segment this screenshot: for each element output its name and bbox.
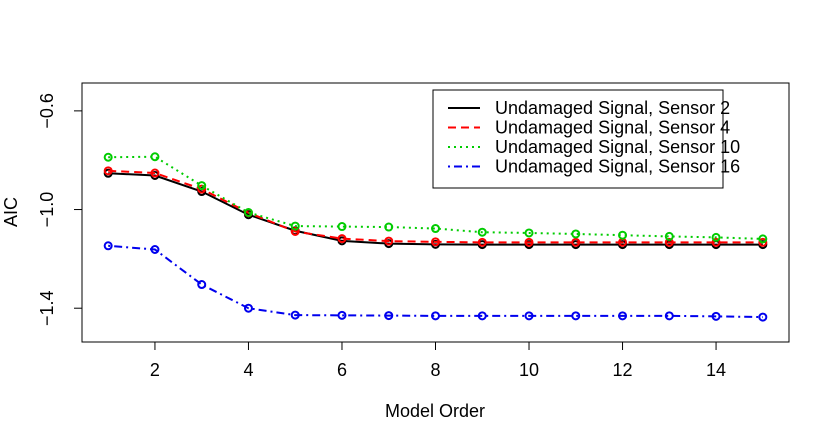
x-tick-label: 10 [519, 360, 539, 380]
data-point [477, 237, 487, 247]
data-point [150, 168, 160, 178]
data-point [290, 226, 300, 236]
data-point [150, 245, 160, 254]
data-point [571, 237, 581, 247]
data-point [711, 232, 721, 242]
x-axis-title: Model Order [385, 401, 485, 421]
y-axis-title: AIC [1, 197, 21, 227]
data-point [711, 311, 721, 321]
data-point [384, 222, 394, 232]
data-point [290, 310, 300, 320]
data-point [758, 312, 768, 322]
series-line [108, 244, 763, 319]
data-point [337, 234, 347, 244]
x-tick-label: 8 [430, 360, 440, 380]
data-point [524, 311, 534, 321]
data-point [431, 237, 440, 247]
data-point [103, 166, 113, 176]
series-4 [103, 241, 768, 322]
x-tick-label: 6 [337, 360, 347, 380]
data-point [337, 222, 347, 232]
data-point [103, 241, 113, 251]
x-tick-label: 12 [613, 360, 633, 380]
data-point [243, 303, 253, 313]
data-point [431, 311, 440, 321]
data-point [664, 231, 674, 241]
data-point [290, 221, 300, 231]
data-point [618, 311, 628, 321]
series-layer [103, 152, 768, 322]
x-tick-label: 2 [150, 360, 160, 380]
legend-label: Undamaged Signal, Sensor 10 [495, 137, 740, 157]
x-axis: 2 4 6 8 10 12 14 [150, 341, 726, 380]
data-point [384, 236, 394, 246]
data-point [103, 152, 113, 162]
data-point [758, 234, 768, 244]
data-point [197, 184, 207, 194]
legend-label: Undamaged Signal, Sensor 16 [495, 157, 740, 177]
y-tick-label: −0.6 [37, 93, 57, 129]
y-tick-label: −1.4 [37, 290, 57, 326]
data-point [524, 237, 534, 247]
data-point [711, 237, 721, 247]
x-tick-label: 14 [706, 360, 726, 380]
data-point [243, 208, 253, 217]
data-point [384, 311, 394, 321]
series-line [108, 169, 763, 244]
series-line [108, 172, 763, 246]
data-point [197, 280, 207, 290]
data-point [477, 227, 487, 237]
data-point [477, 311, 487, 321]
data-point [524, 228, 534, 238]
data-point [197, 181, 207, 191]
data-point [758, 237, 768, 247]
data-point [664, 237, 674, 247]
legend-box [432, 89, 724, 189]
data-point [664, 311, 674, 321]
x-tick-label: 4 [243, 360, 253, 380]
data-point [431, 224, 440, 234]
data-point [571, 229, 581, 239]
data-point [618, 230, 628, 240]
legend-label: Undamaged Signal, Sensor 2 [495, 98, 730, 118]
data-point [150, 152, 160, 162]
y-axis: −1.4 −1.0 −0.6 [37, 93, 83, 326]
data-point [337, 310, 347, 320]
y-tick-label: −1.0 [37, 192, 57, 228]
data-point [571, 311, 581, 321]
series-3 [103, 152, 768, 244]
legend-label: Undamaged Signal, Sensor 4 [495, 118, 730, 138]
